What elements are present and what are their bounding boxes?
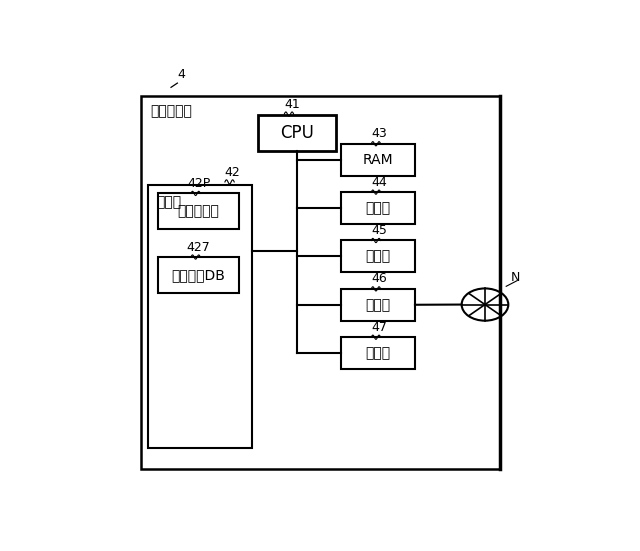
Text: プログラム: プログラム xyxy=(178,204,220,218)
Text: 43: 43 xyxy=(371,127,387,141)
Bar xyxy=(340,240,415,272)
Bar xyxy=(340,337,415,369)
Text: 47: 47 xyxy=(371,321,387,334)
Text: 41: 41 xyxy=(284,98,300,111)
Bar xyxy=(340,192,415,224)
Text: 44: 44 xyxy=(371,176,387,189)
Text: サーバ装置: サーバ装置 xyxy=(150,104,192,118)
Text: 46: 46 xyxy=(371,272,387,285)
Bar xyxy=(141,96,500,469)
Text: 4: 4 xyxy=(178,68,186,81)
Text: 案内情報DB: 案内情報DB xyxy=(172,268,225,282)
Text: 42P: 42P xyxy=(187,177,210,190)
Text: 入力部: 入力部 xyxy=(365,201,390,215)
Text: 45: 45 xyxy=(371,224,387,237)
Text: 42: 42 xyxy=(225,165,241,179)
Text: N: N xyxy=(511,271,520,284)
Text: CPU: CPU xyxy=(280,124,314,142)
Bar xyxy=(158,257,239,293)
Bar xyxy=(148,185,252,448)
Text: RAM: RAM xyxy=(362,153,393,166)
Bar xyxy=(340,289,415,321)
Ellipse shape xyxy=(461,288,508,321)
Text: 通信部: 通信部 xyxy=(365,298,390,312)
Text: 表示部: 表示部 xyxy=(365,250,390,263)
Bar xyxy=(258,115,337,151)
Text: 計時部: 計時部 xyxy=(365,346,390,360)
Text: 記憶部: 記憶部 xyxy=(156,196,181,209)
Bar xyxy=(158,193,239,229)
Text: 427: 427 xyxy=(187,241,211,253)
Bar xyxy=(340,144,415,176)
